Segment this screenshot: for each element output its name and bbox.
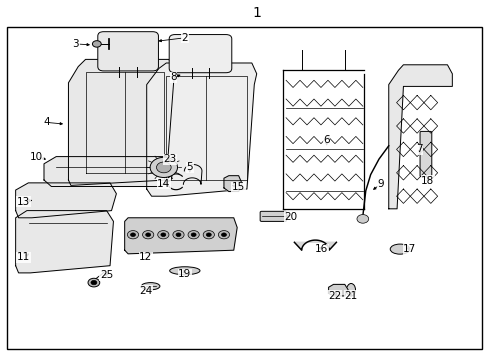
Circle shape (142, 231, 154, 239)
Ellipse shape (141, 283, 160, 290)
Text: 22: 22 (327, 291, 341, 301)
Polygon shape (388, 65, 451, 209)
Circle shape (145, 233, 150, 237)
Ellipse shape (346, 284, 355, 296)
FancyBboxPatch shape (419, 131, 431, 177)
Circle shape (203, 231, 214, 239)
Text: 5: 5 (186, 162, 193, 172)
Circle shape (157, 231, 169, 239)
Text: 16: 16 (314, 244, 328, 254)
FancyBboxPatch shape (169, 35, 231, 73)
Text: 4: 4 (43, 117, 50, 127)
Text: 13: 13 (17, 197, 30, 207)
Text: 9: 9 (376, 179, 383, 189)
Circle shape (218, 231, 229, 239)
FancyBboxPatch shape (260, 211, 286, 221)
Ellipse shape (169, 267, 200, 275)
Circle shape (173, 231, 183, 239)
Polygon shape (44, 157, 173, 186)
Text: 10: 10 (30, 152, 43, 162)
Text: 8: 8 (170, 72, 177, 82)
Circle shape (91, 280, 97, 285)
Polygon shape (146, 63, 256, 196)
Text: 18: 18 (420, 176, 434, 186)
Circle shape (127, 231, 139, 239)
Text: 14: 14 (157, 179, 170, 189)
Circle shape (130, 233, 135, 237)
Circle shape (161, 233, 165, 237)
Text: 17: 17 (402, 244, 416, 254)
Polygon shape (16, 211, 113, 273)
Circle shape (88, 278, 100, 287)
Circle shape (206, 233, 211, 237)
Circle shape (191, 233, 196, 237)
Text: 12: 12 (139, 252, 152, 262)
Text: 25: 25 (100, 270, 113, 280)
Polygon shape (124, 218, 237, 254)
Polygon shape (68, 59, 176, 185)
Bar (7, 27, 481, 349)
Polygon shape (224, 176, 242, 192)
Text: 1: 1 (252, 6, 261, 19)
Text: 24: 24 (139, 286, 152, 296)
Text: 2: 2 (181, 33, 188, 43)
Text: 20: 20 (284, 212, 297, 222)
Text: 19: 19 (178, 269, 191, 279)
Text: 11: 11 (17, 252, 30, 262)
Circle shape (92, 41, 101, 47)
Text: 23: 23 (163, 154, 177, 164)
Circle shape (150, 157, 177, 177)
Polygon shape (294, 240, 336, 250)
Text: 7: 7 (415, 144, 422, 154)
Text: 3: 3 (72, 39, 79, 49)
Text: 15: 15 (231, 182, 245, 192)
Circle shape (176, 233, 181, 237)
Circle shape (187, 231, 199, 239)
Polygon shape (328, 284, 347, 296)
Circle shape (221, 233, 226, 237)
Text: 21: 21 (344, 291, 357, 301)
Text: 6: 6 (323, 135, 329, 145)
Circle shape (156, 162, 171, 173)
Polygon shape (16, 183, 116, 218)
Circle shape (356, 215, 368, 223)
FancyBboxPatch shape (98, 32, 158, 71)
Ellipse shape (389, 244, 409, 254)
